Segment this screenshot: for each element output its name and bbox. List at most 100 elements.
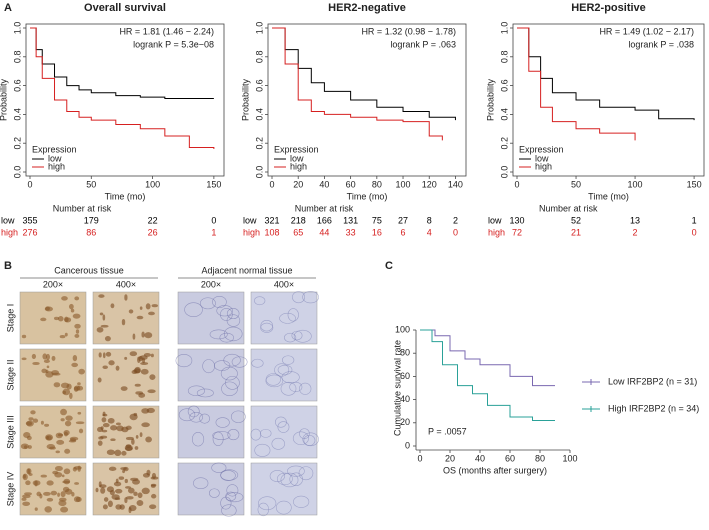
tissue-texture [293,329,312,343]
tissue-texture [192,432,205,447]
x-tick-label: 0 [27,179,32,189]
tissue-texture [74,333,80,338]
tissue-texture [134,383,141,387]
x-tick-label: 0 [514,179,519,189]
tissue-texture [142,357,146,364]
tissue-texture [57,492,60,497]
tissue-texture [124,497,128,504]
tissue-texture [68,439,77,443]
tissue-texture [78,428,84,434]
tissue-texture [254,296,266,306]
histology-image [250,348,318,402]
tissue-texture [133,412,138,417]
tissue-texture [34,507,38,511]
tissue-texture [199,297,216,310]
risk-row-label: low [1,215,15,225]
tissue-texture [44,506,52,513]
tissue-texture [113,481,122,487]
x-tick-label: 50 [86,179,96,189]
tissue-texture [223,326,243,342]
y-tick-label: 100 [395,324,410,334]
tissue-texture [55,450,60,454]
tissue-texture [46,444,56,450]
tissue-texture [60,418,65,422]
x-tick-label: 20 [293,179,303,189]
tissue-texture [275,500,292,515]
tissue-texture [119,504,125,510]
y-tick-label: 60 [400,371,410,381]
tissue-texture [226,314,241,327]
histology-image [19,405,87,459]
histology-image [250,462,318,516]
tissue-texture [72,313,81,319]
tissue-texture [26,468,32,475]
tissue-texture [72,354,78,362]
risk-row-label: high [243,227,260,237]
tissue-texture [141,331,145,338]
chart-title: HER2-negative [328,2,406,14]
tissue-texture [65,415,73,421]
survival-curve [420,329,555,387]
x-tick-label: 100 [396,179,411,189]
tissue-texture [36,491,42,497]
stage-label: Stage III [5,415,15,449]
tissue-texture [107,417,115,424]
annotation: HR = 1.32 (0.98 − 1.78) [361,26,456,36]
y-tick-label: 0.2 [12,137,22,150]
tissue-texture [211,462,227,473]
tissue-texture [32,418,39,423]
tissue-texture [115,422,121,426]
x-tick-label: 150 [687,179,702,189]
tissue-texture [281,371,300,384]
tissue-texture [104,335,111,342]
tissue-texture [32,361,40,365]
tissue-texture [60,506,69,513]
tissue-texture [202,359,215,374]
survival-curve [272,27,443,141]
panel-label: C [385,260,393,272]
tissue-texture [22,501,31,506]
tissue-texture [136,499,144,507]
tissue-texture [289,472,303,486]
tissue-texture [69,436,79,441]
legend-label: low [535,153,549,163]
tissue-texture [276,472,293,486]
y-tick-label: 0.8 [12,51,22,64]
risk-count: 4 [427,227,432,237]
tissue-texture [212,431,224,446]
annotation: logrank P = .038 [628,39,694,49]
tissue-texture [274,363,290,377]
survival-curve [272,27,456,121]
tissue-texture [287,465,305,477]
x-tick-label: 80 [372,179,382,189]
annotation: P = .0057 [428,426,467,436]
x-tick-label: 120 [422,179,437,189]
tissue-texture [129,351,138,357]
tissue-texture [51,370,59,375]
annotation: HR = 1.49 (1.02 − 2.17) [599,26,694,36]
risk-count: 65 [293,227,303,237]
tissue-texture [149,504,157,510]
tissue-texture [62,390,67,395]
risk-count: 131 [343,215,358,225]
tissue-texture [110,425,118,431]
risk-count: 16 [372,227,382,237]
tissue-texture [139,306,143,310]
tissue-texture [61,296,68,301]
tissue-texture [60,491,66,498]
tissue-texture [134,446,139,450]
y-axis-label: Cumulative survival rate [392,340,402,436]
tissue-texture [58,500,67,507]
survival-curve [420,329,555,421]
tissue-texture [24,492,32,496]
tissue-texture [45,306,50,311]
tissue-texture [100,487,106,494]
tissue-texture [31,353,37,360]
risk-count: 355 [22,215,37,225]
tissue-texture [102,314,106,321]
risk-count: 33 [346,227,356,237]
tissue-texture [75,329,80,334]
tissue-texture [292,431,309,446]
tissue-texture [115,365,120,371]
risk-count: 218 [291,215,306,225]
